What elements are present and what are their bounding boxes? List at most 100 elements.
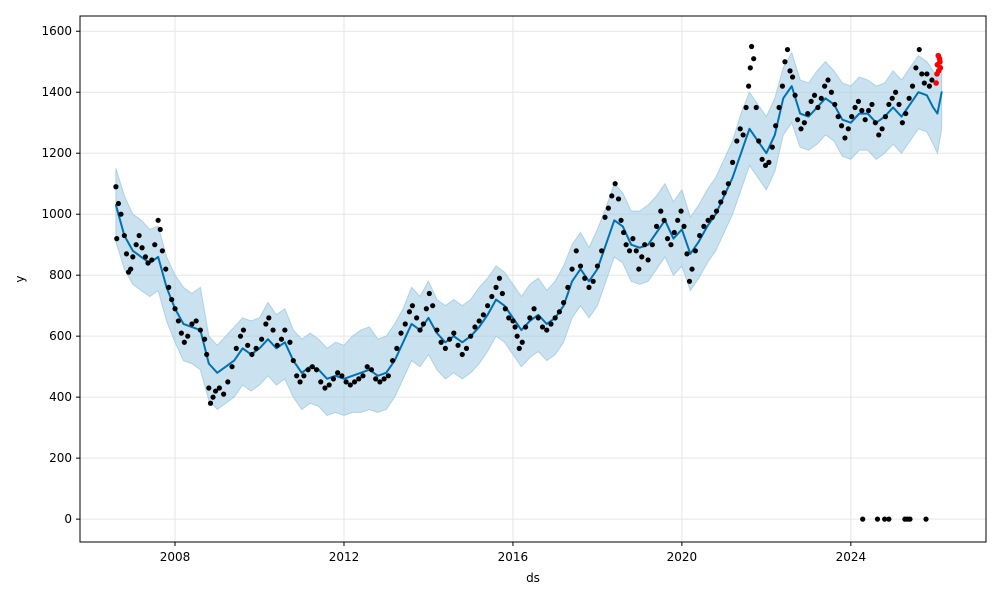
y-tick-label-2: 400	[49, 390, 72, 404]
recent-points	[933, 52, 944, 86]
observed-point-160	[689, 266, 695, 272]
observed-point-231	[921, 80, 927, 86]
observed-point-29	[197, 327, 203, 333]
observed-point-92	[442, 345, 448, 351]
observed-point-137	[615, 196, 622, 202]
observed-point-25	[181, 339, 187, 345]
observed-point-217	[876, 132, 882, 138]
observed-point-117	[535, 315, 541, 321]
observed-point-66	[339, 373, 345, 379]
observed-point-170	[729, 159, 736, 165]
observed-point-21	[169, 296, 175, 303]
observed-point-219	[882, 114, 889, 120]
observed-point-2	[115, 200, 122, 207]
observed-point-87	[423, 306, 429, 312]
y-tick-label-8: 1600	[41, 24, 72, 38]
observed-point-24	[178, 330, 184, 336]
observed-point-101	[480, 312, 486, 318]
observed-point-156	[678, 208, 684, 214]
observed-point-149	[653, 223, 660, 229]
observed-point-42	[240, 327, 247, 333]
observed-point-120	[548, 321, 554, 327]
observed-point-104	[493, 284, 499, 290]
observed-point-136	[612, 181, 618, 187]
observed-point-215	[869, 101, 875, 108]
observed-point-236	[874, 516, 881, 522]
observed-point-58	[305, 367, 311, 373]
observed-point-15	[152, 242, 158, 248]
observed-point-155	[675, 217, 681, 223]
observed-point-198	[811, 92, 818, 98]
observed-point-38	[225, 379, 231, 385]
observed-point-135	[609, 193, 615, 199]
observed-point-173	[740, 132, 746, 138]
observed-point-89	[430, 303, 436, 309]
observed-point-36	[216, 385, 222, 391]
observed-point-88	[426, 290, 432, 297]
observed-point-9	[133, 242, 139, 248]
observed-point-207	[842, 135, 848, 141]
observed-point-190	[787, 68, 793, 74]
observed-point-225	[903, 110, 909, 117]
observed-point-34	[210, 394, 216, 400]
observed-point-191	[789, 74, 796, 80]
observed-point-220	[886, 101, 892, 108]
observed-point-82	[406, 309, 413, 315]
observed-point-226	[906, 95, 912, 101]
observed-point-122	[556, 309, 563, 315]
observed-point-97	[463, 345, 470, 351]
observed-point-3	[118, 211, 124, 217]
observed-point-171	[734, 138, 740, 144]
x-tick-label-2: 2016	[498, 550, 529, 564]
observed-point-139	[621, 229, 627, 236]
observed-point-152	[664, 236, 671, 242]
observed-point-10	[136, 232, 142, 239]
observed-point-154	[671, 229, 677, 236]
observed-point-4	[121, 232, 127, 239]
observed-point-35	[212, 388, 219, 394]
observed-point-98	[468, 333, 474, 339]
observed-point-121	[552, 315, 558, 321]
observed-point-126	[573, 248, 579, 254]
observed-point-214	[865, 107, 872, 114]
observed-point-230	[919, 71, 925, 77]
recent-point-7	[937, 65, 944, 71]
observed-point-208	[845, 126, 851, 132]
observed-point-134	[605, 205, 611, 211]
observed-point-59	[309, 364, 315, 370]
observed-point-238	[886, 516, 892, 522]
observed-point-235	[860, 516, 866, 522]
y-tick-label-3: 600	[49, 329, 72, 343]
observed-point-119	[544, 327, 550, 333]
observed-point-144	[636, 266, 642, 272]
plot-frame	[79, 15, 987, 543]
observed-point-83	[409, 303, 416, 309]
observed-point-73	[368, 367, 375, 373]
observed-points	[113, 43, 935, 522]
observed-point-23	[175, 318, 182, 324]
x-tick-label-0: 2008	[160, 550, 191, 564]
observed-point-30	[202, 336, 208, 342]
observed-point-95	[455, 342, 461, 348]
observed-point-161	[692, 248, 699, 254]
observed-point-178	[751, 56, 757, 62]
observed-point-227	[909, 83, 916, 89]
observed-point-213	[862, 117, 868, 123]
observed-point-84	[414, 315, 420, 321]
observed-point-183	[766, 159, 772, 165]
observed-point-113	[519, 339, 525, 345]
observed-point-33	[207, 400, 214, 406]
observed-point-68	[347, 382, 353, 388]
observed-point-151	[661, 217, 667, 223]
observed-point-153	[668, 242, 674, 248]
y-tick-label-1: 200	[49, 451, 72, 465]
observed-point-188	[782, 59, 788, 65]
uncertainty-band	[115, 51, 943, 417]
observed-point-99	[472, 324, 478, 330]
recent-point-0	[933, 80, 939, 86]
observed-point-107	[502, 306, 508, 312]
observed-point-185	[773, 123, 779, 129]
y-axis-label: y	[13, 275, 27, 282]
observed-point-205	[835, 114, 841, 120]
observed-point-184	[769, 144, 775, 150]
